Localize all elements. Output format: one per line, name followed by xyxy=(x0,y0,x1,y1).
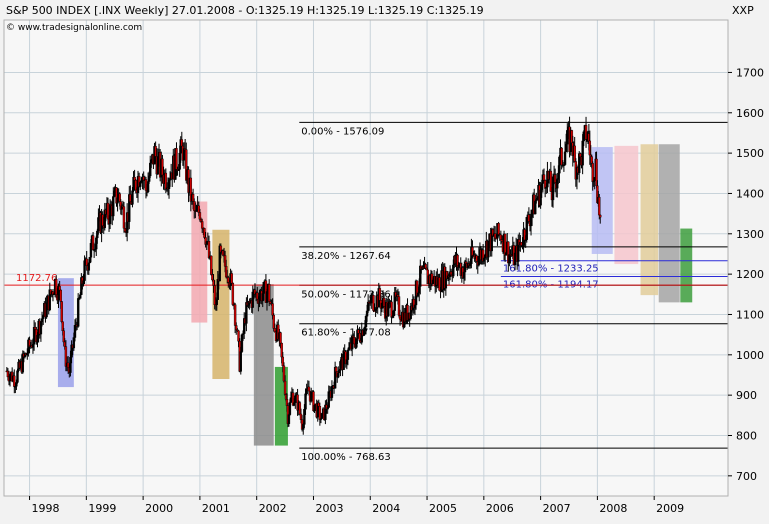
reference-line: 1172.76 xyxy=(4,273,728,286)
candle-body xyxy=(231,283,235,305)
candle-body xyxy=(279,332,282,344)
candle-body xyxy=(305,388,308,395)
y-tick-label: 1600 xyxy=(736,107,764,120)
candle-body xyxy=(327,391,330,408)
candle-body xyxy=(59,289,62,302)
watermark: © www.tradesignalonline.com xyxy=(6,23,142,33)
x-tick-label: 2004 xyxy=(372,502,400,515)
candle-body xyxy=(334,366,338,372)
fib-level-label: 100.00% - 768.63 xyxy=(301,452,390,463)
candle-body xyxy=(599,214,602,218)
fib-zone xyxy=(253,284,274,446)
candle-body xyxy=(16,370,19,383)
candle-body xyxy=(200,221,204,229)
y-tick-label: 800 xyxy=(736,429,757,442)
x-tick-label: 2001 xyxy=(202,502,230,515)
y-tick-label: 1000 xyxy=(736,349,764,362)
x-tick-label: 2007 xyxy=(543,502,571,515)
y-tick-label: 1400 xyxy=(736,187,764,200)
y-tick-label: 900 xyxy=(736,389,757,402)
fib-zone xyxy=(614,145,639,265)
candle-body xyxy=(108,204,112,225)
candle-body xyxy=(41,315,45,319)
x-tick-label: 2008 xyxy=(599,502,627,515)
candle-body xyxy=(563,151,567,165)
candle-body xyxy=(60,301,63,322)
y-tick-label: 700 xyxy=(736,470,757,483)
fib-zone xyxy=(640,144,659,296)
axis-unit-label: XXP xyxy=(732,4,754,17)
y-tick-label: 1700 xyxy=(736,66,764,79)
candle-body xyxy=(598,196,601,216)
y-tick-label: 1500 xyxy=(736,147,764,160)
candle-body xyxy=(267,284,271,302)
x-tick-label: 2003 xyxy=(315,502,343,515)
candle-body xyxy=(175,148,178,170)
axes: 700 800 900 1000 1100 1200 1300 1400 1500 1600 170… xyxy=(3,19,764,515)
x-tick-label: 2005 xyxy=(429,502,457,515)
candle-body xyxy=(230,273,233,284)
x-tick-label: 1998 xyxy=(32,502,60,515)
reference-line-label: 1172.76 xyxy=(16,273,57,284)
candle-body xyxy=(76,298,80,327)
candle-body xyxy=(215,299,218,306)
candle-body xyxy=(116,197,119,204)
candle-body xyxy=(79,294,82,299)
candle-body xyxy=(87,262,91,271)
y-tick-label: 1100 xyxy=(736,308,764,321)
fib-zone xyxy=(658,144,680,303)
candle-body xyxy=(304,393,307,410)
candle-body xyxy=(283,380,287,395)
fib-level-label: 50.00% - 1172.36 xyxy=(301,289,390,300)
fib-level-label: 0.00% - 1576.09 xyxy=(301,126,384,137)
x-tick-label: 2006 xyxy=(486,502,514,515)
fib-level-label: 38.20% - 1267.64 xyxy=(301,251,390,262)
candle-body xyxy=(288,402,292,415)
candle-body xyxy=(262,282,265,294)
fib-zone xyxy=(274,366,288,446)
fib-zone xyxy=(191,201,208,323)
candle-body xyxy=(294,395,297,403)
candle-body xyxy=(424,264,427,269)
candle-body xyxy=(542,174,546,181)
candle-body xyxy=(497,223,500,235)
candle-body xyxy=(112,196,115,217)
candle-body xyxy=(239,351,242,372)
x-tick-label: 2000 xyxy=(145,502,173,515)
y-tick-label: 1200 xyxy=(736,268,764,281)
candle-body xyxy=(307,386,311,392)
x-tick-label: 2002 xyxy=(259,502,287,515)
fib-extension-label: 161.80% - 1233.25 xyxy=(503,264,599,275)
plot-border xyxy=(3,19,729,497)
y-tick-label: 1300 xyxy=(736,228,764,241)
plot-area xyxy=(4,20,728,496)
x-tick-label: 2009 xyxy=(656,502,684,515)
candle-body xyxy=(45,302,48,318)
fib-level-label: 61.80% - 1077.08 xyxy=(301,328,390,339)
candle-body xyxy=(346,349,350,360)
x-tick-label: 1999 xyxy=(88,502,116,515)
price-candles xyxy=(5,116,602,435)
chart-title: S&P 500 INDEX [.INX Weekly] 27.01.2008 -… xyxy=(6,4,484,17)
fib-zone xyxy=(680,228,693,303)
candle-body xyxy=(287,414,291,424)
candle-body xyxy=(131,190,134,205)
candle-body xyxy=(337,372,340,378)
